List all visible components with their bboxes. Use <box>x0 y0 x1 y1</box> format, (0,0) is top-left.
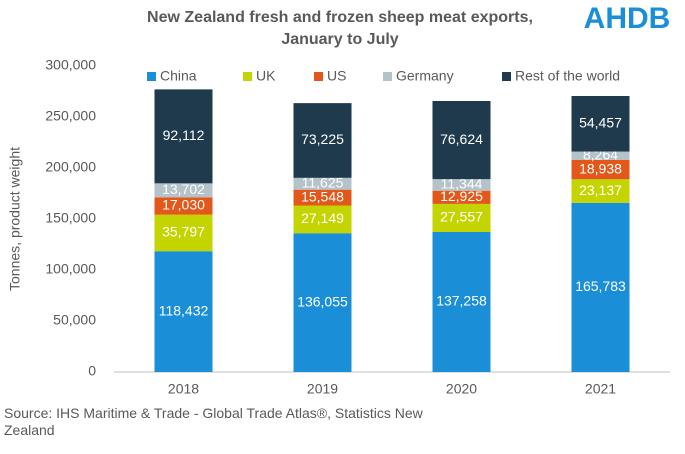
y-tick-label: 0 <box>88 363 96 379</box>
source-note: Source: IHS Maritime & Trade - Global Tr… <box>4 405 423 438</box>
legend-label: UK <box>256 68 276 84</box>
bar-segment <box>293 103 352 178</box>
legend-swatch <box>314 72 323 81</box>
bar-segment <box>154 89 213 184</box>
value-label: 35,797 <box>162 224 205 240</box>
value-label: 92,112 <box>163 127 205 143</box>
legend-swatch <box>147 72 156 81</box>
y-tick-label: 200,000 <box>45 159 96 175</box>
chart: New Zealand fresh and frozen sheep meat … <box>7 2 671 397</box>
value-label: 17,030 <box>162 197 205 213</box>
value-label: 23,137 <box>579 182 622 198</box>
chart-title: January to July <box>281 31 398 48</box>
value-label: 54,457 <box>579 114 622 130</box>
value-label: 118,432 <box>159 302 209 318</box>
legend-swatch <box>243 72 252 81</box>
bar-segment <box>432 231 491 372</box>
bar-segment <box>293 189 352 206</box>
value-label: 15,548 <box>301 188 344 204</box>
logo: AHDB <box>584 2 671 35</box>
bar-segment <box>293 233 352 372</box>
bar-segment <box>154 183 213 198</box>
value-label: 76,624 <box>440 131 483 147</box>
legend-label: China <box>160 68 197 84</box>
value-label: 27,557 <box>440 209 483 225</box>
legend-swatch <box>502 72 511 81</box>
bar-segment <box>432 100 491 180</box>
x-tick-label: 2020 <box>446 381 477 397</box>
legend-label: Rest of the world <box>515 68 620 84</box>
value-label: 136,055 <box>297 293 348 309</box>
bar-segment <box>432 203 491 232</box>
y-tick-label: 100,000 <box>45 261 96 277</box>
legend-label: US <box>327 68 346 84</box>
bar-segment <box>293 177 352 190</box>
value-label: 13,702 <box>162 181 205 197</box>
legend-label: Germany <box>396 68 454 84</box>
bar-segment <box>432 190 491 204</box>
bar-segment <box>571 202 630 372</box>
x-tick-label: 2019 <box>307 381 338 397</box>
value-label: 137,258 <box>436 293 487 309</box>
bar-segment <box>571 179 630 203</box>
bar-segment <box>154 214 213 252</box>
y-tick-label: 300,000 <box>45 57 96 73</box>
x-tick-label: 2021 <box>585 381 616 397</box>
value-label: 11,344 <box>441 176 483 192</box>
bar-segment <box>154 251 213 372</box>
chart-title: New Zealand fresh and frozen sheep meat … <box>147 9 533 26</box>
y-tick-label: 50,000 <box>53 312 96 328</box>
value-label: 18,938 <box>579 160 622 176</box>
y-tick-label: 150,000 <box>45 210 96 226</box>
value-label: 165,783 <box>575 278 626 294</box>
value-label: 73,225 <box>301 131 344 147</box>
x-tick-label: 2018 <box>168 381 199 397</box>
y-tick-label: 250,000 <box>45 108 96 124</box>
bar-segment <box>154 197 213 215</box>
bar-segment <box>571 96 630 152</box>
bar-segment <box>293 205 352 234</box>
bar-segment <box>571 159 630 180</box>
value-label: 11,625 <box>302 174 344 190</box>
bar-segment <box>571 151 630 160</box>
value-label: 12,925 <box>440 188 483 204</box>
legend-swatch <box>383 72 392 81</box>
value-label: 27,149 <box>301 210 344 226</box>
bar-segment <box>432 179 491 191</box>
y-axis-label: Tonnes, product weight <box>7 147 23 291</box>
